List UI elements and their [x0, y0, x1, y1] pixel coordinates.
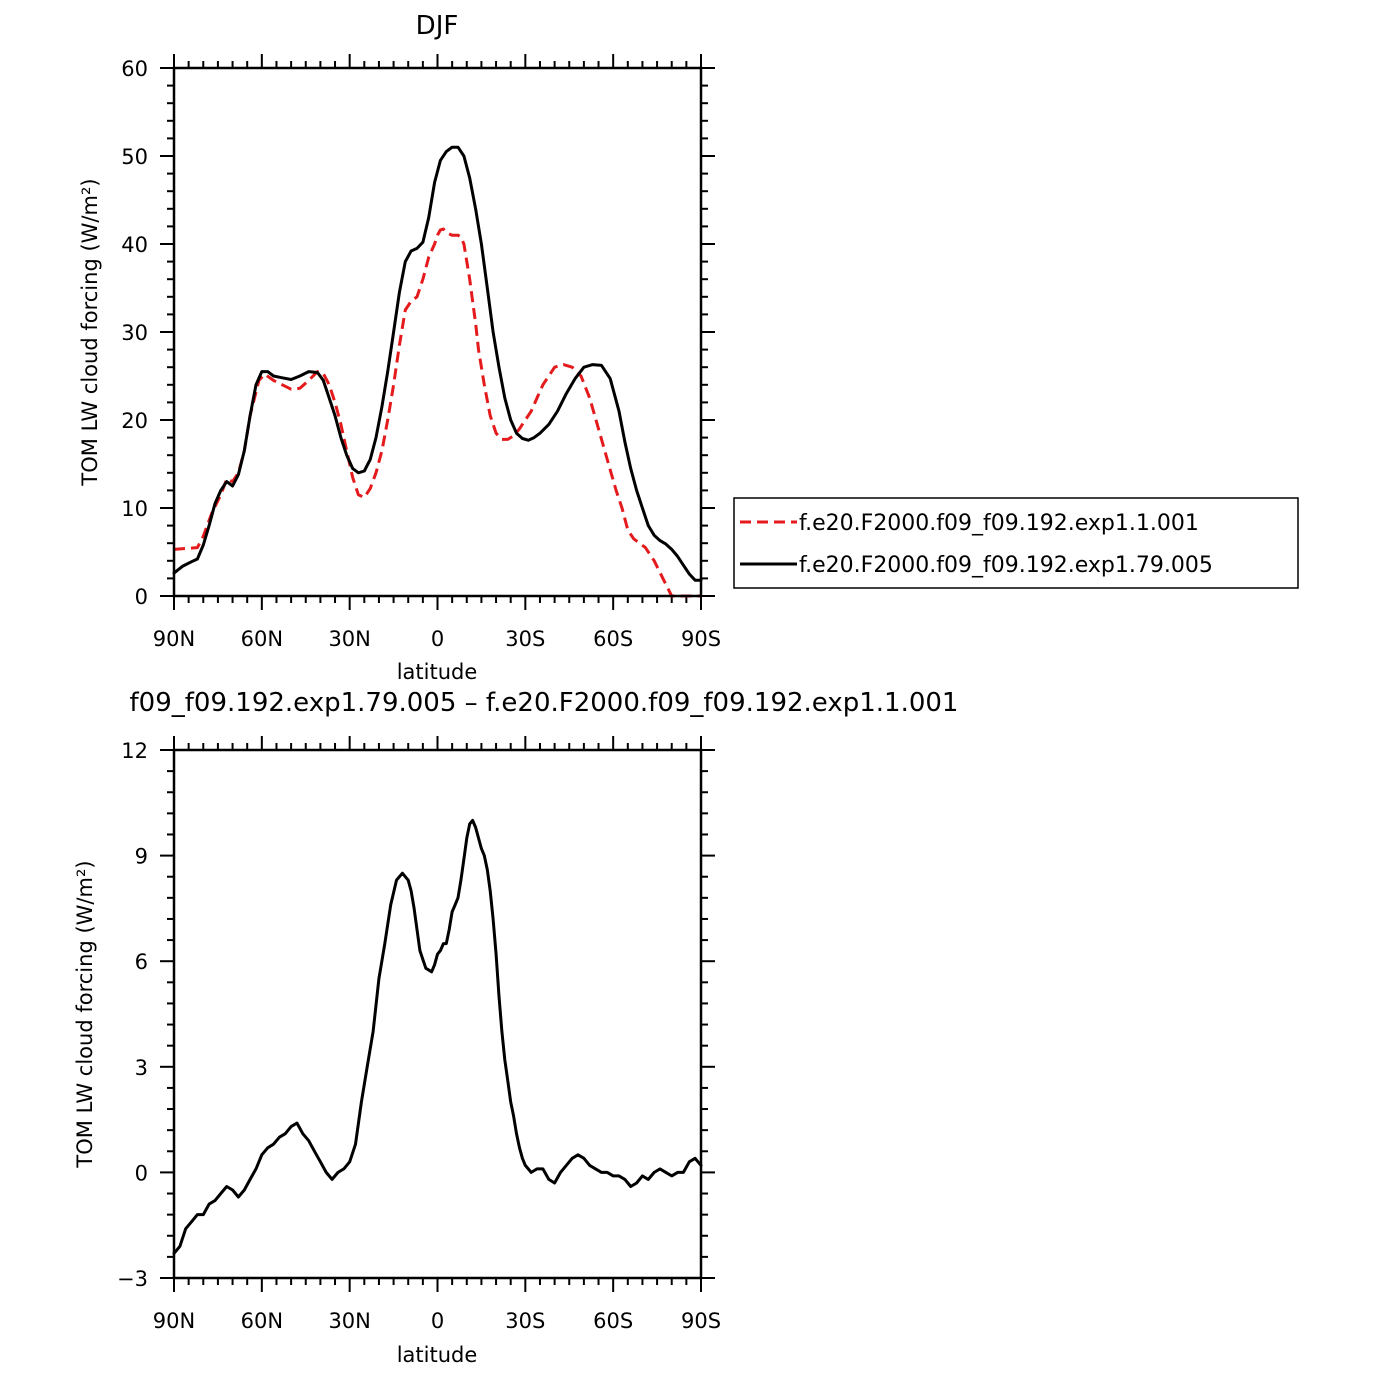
bottom-y-axis-label: TOM LW cloud forcing (W/m²) [73, 860, 97, 1168]
legend: f.e20.F2000.f09_f09.192.exp1.1.001 f.e20… [733, 497, 1299, 589]
top-x-tick-label: 30S [505, 627, 545, 651]
top-x-axis-label: latitude [397, 660, 478, 684]
top-y-tick-label: 10 [121, 497, 148, 521]
bottom-x-tick-label: 60S [593, 1309, 633, 1333]
top-series-group [172, 145, 703, 598]
top-y-tick-label: 50 [121, 145, 148, 169]
top-y-tick-label: 60 [121, 57, 148, 81]
bottom-series-group [172, 818, 703, 1255]
top-panel: DJF 90N 60N 30N 0 30S 60S 90S 0 10 20 30 40 50 60 lat… [78, 11, 1299, 684]
top-x-tick-label: 90S [681, 627, 721, 651]
bottom-x-axis-label: latitude [397, 1343, 478, 1367]
top-y-tick-label: 40 [121, 233, 148, 257]
top-x-tick-label: 30N [328, 627, 370, 651]
top-chart-title: DJF [416, 11, 459, 41]
bottom-x-tick-label: 30S [505, 1309, 545, 1333]
legend-label-series-2: f.e20.F2000.f09_f09.192.exp1.79.005 [799, 553, 1213, 578]
bottom-x-tick-label: 90N [153, 1309, 195, 1333]
top-x-tick-label: 60S [593, 627, 633, 651]
bottom-x-tick-label: 30N [328, 1309, 370, 1333]
top-y-axis-label: TOM LW cloud forcing (W/m²) [78, 178, 102, 486]
bottom-plot-frame [172, 748, 703, 1280]
bottom-tick-labels: 90N 60N 30N 0 30S 60S 90S −3 0 3 6 9 12 [117, 739, 721, 1333]
top-plot-frame [172, 66, 703, 598]
top-series-line-1 [173, 227, 701, 598]
bottom-axis-ticks [160, 736, 715, 1292]
top-y-tick-label: 30 [121, 321, 148, 345]
top-y-tick-label: 20 [121, 409, 148, 433]
bottom-x-tick-label: 90S [681, 1309, 721, 1333]
top-y-tick-label: 0 [135, 585, 148, 609]
bottom-series-line-1 [172, 818, 703, 1255]
bottom-y-tick-label: 6 [135, 950, 148, 974]
legend-label-series-1: f.e20.F2000.f09_f09.192.exp1.1.001 [799, 511, 1199, 536]
top-axis-ticks [160, 54, 715, 610]
top-tick-labels: 90N 60N 30N 0 30S 60S 90S 0 10 20 30 40 50 60 [121, 57, 721, 651]
top-x-tick-label: 0 [431, 627, 444, 651]
bottom-x-tick-label: 0 [431, 1309, 444, 1333]
bottom-panel: f09_f09.192.exp1.79.005 – f.e20.F2000.f0… [73, 688, 958, 1367]
top-x-tick-label: 60N [241, 627, 283, 651]
bottom-x-tick-label: 60N [241, 1309, 283, 1333]
bottom-y-tick-label: −3 [117, 1267, 148, 1291]
bottom-y-tick-label: 9 [135, 845, 148, 869]
bottom-y-tick-label: 3 [135, 1056, 148, 1080]
bottom-chart-title: f09_f09.192.exp1.79.005 – f.e20.F2000.f0… [130, 688, 959, 718]
legend-box [733, 497, 1299, 589]
bottom-y-tick-label: 12 [121, 739, 148, 763]
bottom-y-tick-label: 0 [135, 1161, 148, 1185]
top-x-tick-label: 90N [153, 627, 195, 651]
top-series-line-2 [172, 145, 703, 582]
